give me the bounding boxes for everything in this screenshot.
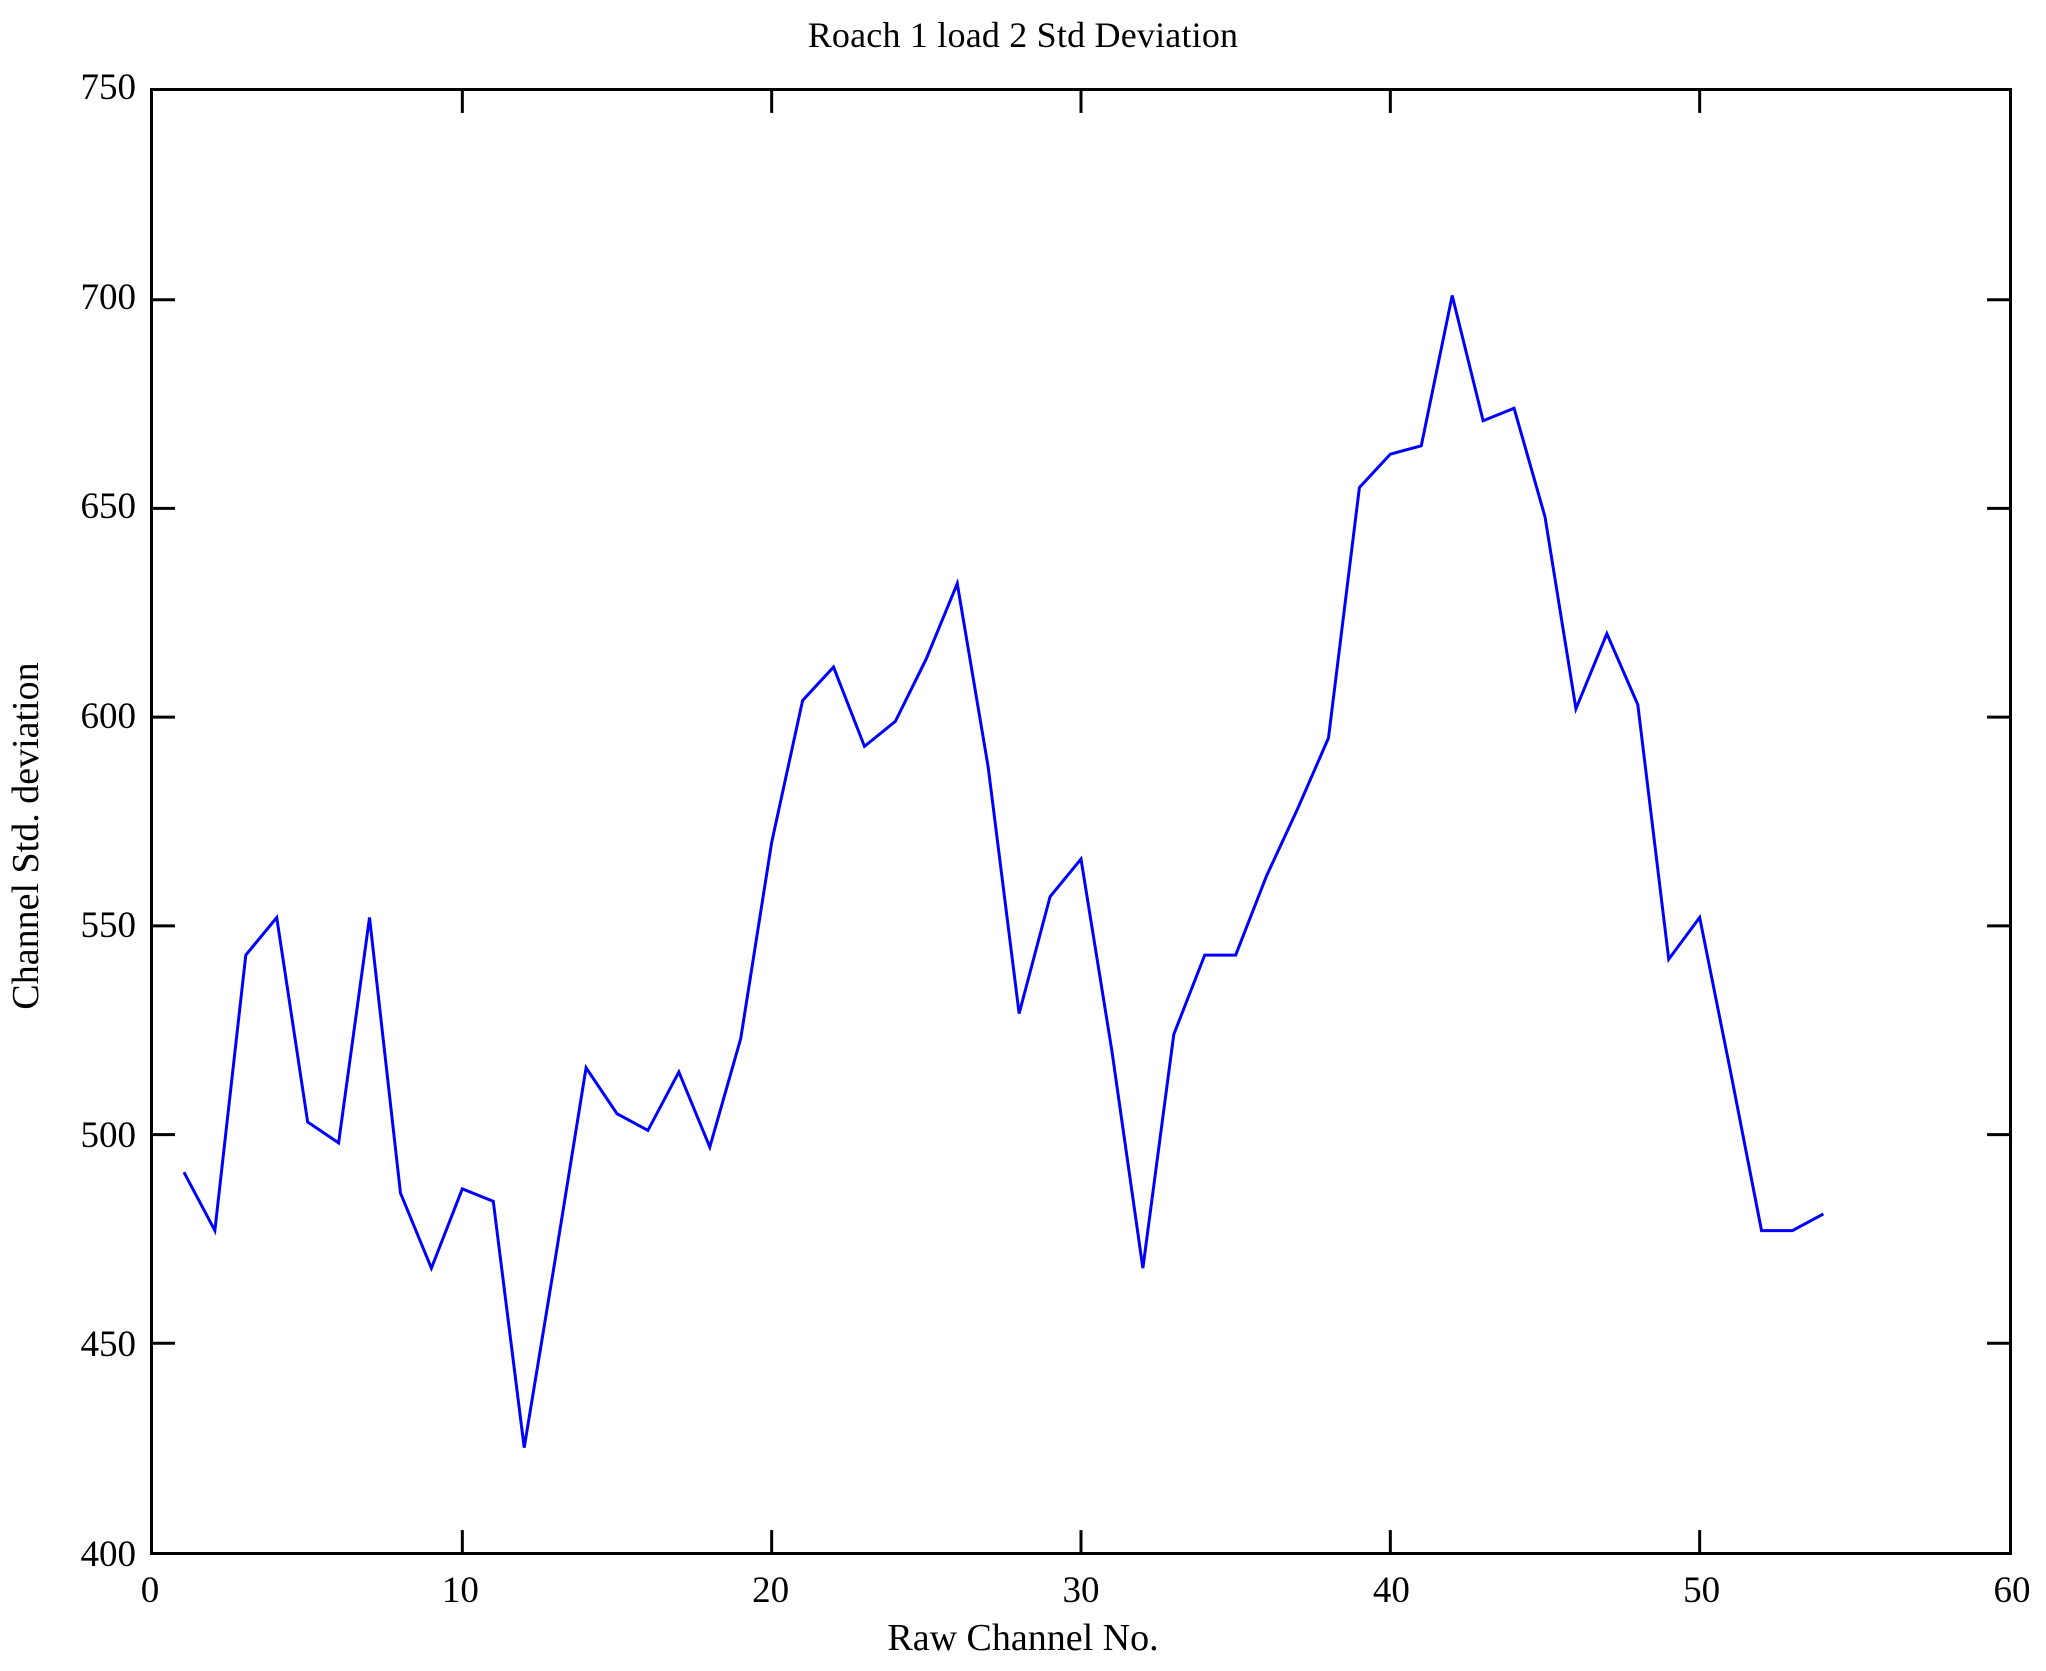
y-axis-tick-label: 600 <box>80 695 137 737</box>
x-axis-label: Raw Channel No. <box>887 1617 1159 1659</box>
x-axis-tick-label: 10 <box>441 1570 479 1611</box>
x-axis-tick-label: 0 <box>140 1570 160 1611</box>
data-series-line <box>182 295 1825 1448</box>
y-axis-tick-label: 750 <box>80 67 137 108</box>
page-title: Roach 1 load 2 Std Deviation <box>807 15 1239 55</box>
y-axis-tick-label: 400 <box>80 1534 137 1575</box>
x-axis-tick-label: 50 <box>1683 1570 1721 1611</box>
x-axis-tick-label: 20 <box>752 1570 790 1611</box>
x-axis-tick-label: 30 <box>1062 1570 1100 1611</box>
y-axis-tick-label: 700 <box>80 276 137 318</box>
y-axis-tick-label: 450 <box>80 1324 137 1366</box>
line-chart-svg <box>153 91 2009 1552</box>
x-axis-tick-labels: 0 10 20 30 40 50 60 <box>0 1568 2046 1628</box>
y-axis-tick-labels: 750 700 650 600 550 500 450 400 <box>0 0 137 1671</box>
x-axis-tick-label: 40 <box>1372 1570 1410 1611</box>
y-axis-tick-label: 650 <box>80 486 137 528</box>
y-axis-ticks <box>153 298 2009 1345</box>
y-axis-tick-label: 550 <box>80 905 137 947</box>
plot-area <box>150 88 2012 1555</box>
x-axis-tick-label: 60 <box>1993 1570 2031 1611</box>
x-axis-ticks <box>460 91 1702 1552</box>
y-axis-tick-label: 500 <box>80 1114 137 1156</box>
